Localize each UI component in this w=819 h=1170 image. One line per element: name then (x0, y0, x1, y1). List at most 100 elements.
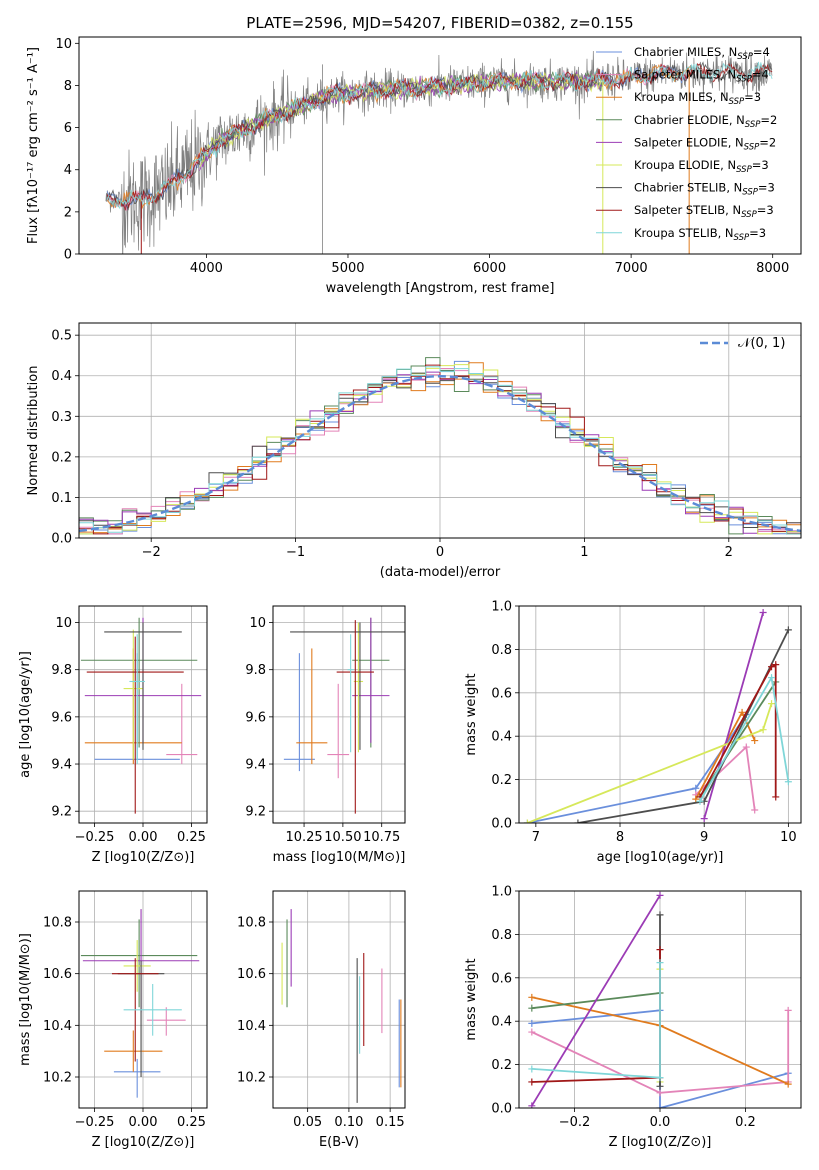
legend-entry: Kroupa MILES, NSSP=3 (634, 90, 761, 107)
weight-point-marker (738, 708, 746, 716)
weight-series-line (531, 962, 661, 1079)
weight-point-marker (528, 1065, 536, 1073)
legend-entry: Salpeter STELIB, NSSP=3 (634, 203, 774, 220)
x-tick-label: 10.75 (363, 830, 400, 845)
y-tick-label: 0.5 (51, 329, 72, 344)
y-tick-label: 0.0 (491, 1102, 512, 1117)
y-tick-label: 9.4 (51, 758, 72, 773)
weight-point-marker (528, 993, 536, 1001)
y-tick-label: 9.8 (51, 663, 72, 678)
x-tick-label: 10.50 (324, 830, 361, 845)
x-axis-label: Z [log10(Z/Z⊙)] (92, 1135, 195, 1150)
x-tick-label: −0.25 (75, 830, 115, 845)
y-tick-label: 0.0 (491, 817, 512, 832)
weight_vs_Z-plot-area (519, 891, 801, 1108)
x-tick-label: 8000 (756, 261, 789, 276)
weight_vs_Z-panel: −0.2 0.0 0.2 0.0 0.2 0.4 0.6 0.8 1.0 Z [log10(Z/Z… (464, 885, 802, 1150)
y-tick-label: 0.8 (491, 928, 512, 943)
model-spectrum-line (106, 61, 773, 210)
x-axis-label: (data-model)/error (380, 565, 501, 580)
y-tick-label: 10.4 (237, 1019, 266, 1034)
y-tick-label: 0.4 (51, 369, 72, 384)
y-tick-label: 8 (64, 79, 72, 94)
weight-point-marker (696, 797, 704, 805)
x-tick-label: −2 (142, 545, 161, 560)
age_vs_mass-plot-area (273, 606, 405, 823)
weight-point-marker (742, 743, 750, 751)
weight-point-marker (772, 793, 780, 801)
y-tick-label: 1.0 (491, 885, 512, 900)
x-tick-label: 1 (580, 545, 588, 560)
y-tick-label: 2 (64, 205, 72, 220)
weight-point-marker (759, 609, 767, 617)
y-tick-label: 0.6 (491, 971, 512, 986)
y-tick-label: 10.4 (43, 1019, 72, 1034)
x-tick-label: 9 (700, 830, 708, 845)
mass_vs_Z-panel: −0.25 0.00 0.25 10.2 10.4 10.6 10.8 Z [log10(Z/… (18, 890, 208, 1150)
weight-point-marker (784, 626, 792, 634)
y-tick-label: 0.1 (51, 491, 72, 506)
weight-point-marker (656, 1089, 664, 1097)
weight-point-marker (784, 1006, 792, 1014)
x-tick-label: 7000 (615, 261, 648, 276)
weight-point-marker (656, 891, 664, 899)
weight_vs_age-panel: 7 8 9 10 0.0 0.2 0.4 0.6 0.8 1.0 age [log10(age/yr… (464, 600, 802, 865)
weight-point-marker (656, 911, 664, 919)
x-tick-label: 0.00 (129, 1115, 158, 1130)
weight-point-marker (528, 1019, 536, 1027)
x-tick-label: 5000 (331, 261, 364, 276)
weight-point-marker (751, 737, 759, 745)
weight-point-marker (528, 1078, 536, 1086)
model-spectrum-line (106, 62, 773, 211)
mass_vs_EBV-plot-area (273, 891, 405, 1108)
y-tick-label: 9.8 (245, 663, 266, 678)
y-tick-label: 0.8 (491, 643, 512, 658)
x-tick-label: 0.25 (177, 1115, 206, 1130)
y-tick-label: 0.6 (491, 686, 512, 701)
weight-point-marker (656, 946, 664, 954)
weight-point-marker (692, 795, 700, 803)
y-axis-label: Normed distribution (26, 366, 41, 496)
y-tick-label: 0.4 (491, 730, 512, 745)
legend-entry: Salpeter MILES, NSSP=4 (634, 68, 769, 85)
gaussian-reference-line (79, 374, 801, 533)
weight-point-marker (523, 819, 531, 823)
mass_vs_EBV-panel: 0.05 0.10 0.15 10.2 10.4 10.6 10.8 E(B-V) (237, 890, 406, 1150)
weight-point-marker (784, 1080, 792, 1088)
x-tick-label: 0.05 (293, 1115, 322, 1130)
y-axis-label: age [log10(age/yr)] (18, 651, 33, 778)
weight-point-marker (759, 726, 767, 734)
weight-point-marker (772, 661, 780, 669)
model-spectrum-line (106, 61, 773, 211)
y-tick-label: 1.0 (491, 600, 512, 615)
residual-histogram-step (79, 357, 801, 535)
x-tick-label: −0.2 (559, 1115, 591, 1130)
weight-series-line (527, 703, 773, 823)
weight-point-marker (692, 784, 700, 792)
x-axis-label: age [log10(age/yr)] (597, 850, 724, 865)
x-tick-label: 0 (436, 545, 444, 560)
x-tick-label: 6000 (473, 261, 506, 276)
weight-point-marker (768, 663, 776, 671)
age_vs_Z-panel: −0.25 0.00 0.25 9.2 9.4 9.6 9.8 10 Z [log10(Z/Z⊙… (18, 605, 208, 865)
spectrum-frame (78, 36, 802, 255)
x-tick-label: 0.2 (735, 1115, 756, 1130)
residual-histogram-step (79, 366, 801, 535)
weight-point-marker (574, 819, 582, 823)
y-axis-label: mass weight (464, 958, 479, 1040)
weight-point-marker (784, 778, 792, 786)
weight-series-line (527, 713, 748, 823)
legend-entry: 𝒩(0, 1) (738, 336, 785, 351)
x-axis-label: Z [log10(Z/Z⊙)] (92, 850, 195, 865)
y-tick-label: 10 (55, 37, 72, 52)
x-tick-label: 0.10 (334, 1115, 363, 1130)
y-tick-label: 10 (55, 616, 72, 631)
weight-point-marker (528, 1102, 536, 1108)
x-tick-label: 10 (780, 830, 797, 845)
residuals-panel: −2 −1 0 1 2 0.0 0.1 0.2 0.3 0.4 0.5 (data-model)/er… (26, 322, 802, 580)
legend-entry: Salpeter ELODIE, NSSP=2 (634, 135, 776, 152)
weight-series-line (531, 894, 661, 1107)
weight-series-line (703, 612, 764, 819)
weight_vs_age-frame (518, 605, 802, 824)
